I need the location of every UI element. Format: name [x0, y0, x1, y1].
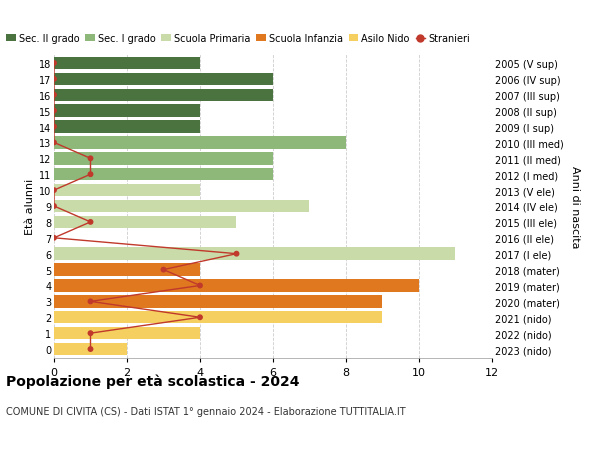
- Bar: [54, 216, 236, 229]
- Bar: [54, 280, 419, 292]
- Point: [86, 346, 95, 353]
- Point: [49, 203, 59, 210]
- Point: [86, 219, 95, 226]
- Point: [49, 123, 59, 131]
- Bar: [54, 248, 455, 260]
- Point: [49, 92, 59, 99]
- Bar: [54, 168, 273, 181]
- Bar: [54, 73, 273, 86]
- Bar: [54, 201, 310, 213]
- Point: [49, 60, 59, 67]
- Bar: [54, 264, 200, 276]
- Point: [49, 235, 59, 242]
- Bar: [54, 185, 200, 197]
- Point: [49, 108, 59, 115]
- Bar: [54, 121, 200, 134]
- Point: [49, 140, 59, 147]
- Point: [195, 282, 205, 290]
- Bar: [54, 343, 127, 355]
- Bar: [54, 90, 273, 102]
- Bar: [54, 327, 200, 340]
- Point: [158, 266, 168, 274]
- Point: [232, 251, 241, 258]
- Text: COMUNE DI CIVITA (CS) - Dati ISTAT 1° gennaio 2024 - Elaborazione TUTTITALIA.IT: COMUNE DI CIVITA (CS) - Dati ISTAT 1° ge…: [6, 406, 406, 416]
- Legend: Sec. II grado, Sec. I grado, Scuola Primaria, Scuola Infanzia, Asilo Nido, Stran: Sec. II grado, Sec. I grado, Scuola Prim…: [6, 34, 470, 44]
- Bar: [54, 296, 383, 308]
- Point: [86, 155, 95, 162]
- Point: [86, 330, 95, 337]
- Point: [86, 298, 95, 305]
- Point: [195, 314, 205, 321]
- Bar: [54, 137, 346, 149]
- Y-axis label: Età alunni: Età alunni: [25, 179, 35, 235]
- Bar: [54, 58, 200, 70]
- Point: [86, 171, 95, 179]
- Point: [49, 187, 59, 194]
- Bar: [54, 153, 273, 165]
- Bar: [54, 105, 200, 118]
- Bar: [54, 311, 383, 324]
- Point: [49, 76, 59, 84]
- Text: Popolazione per età scolastica - 2024: Popolazione per età scolastica - 2024: [6, 374, 299, 389]
- Y-axis label: Anni di nascita: Anni di nascita: [570, 165, 580, 248]
